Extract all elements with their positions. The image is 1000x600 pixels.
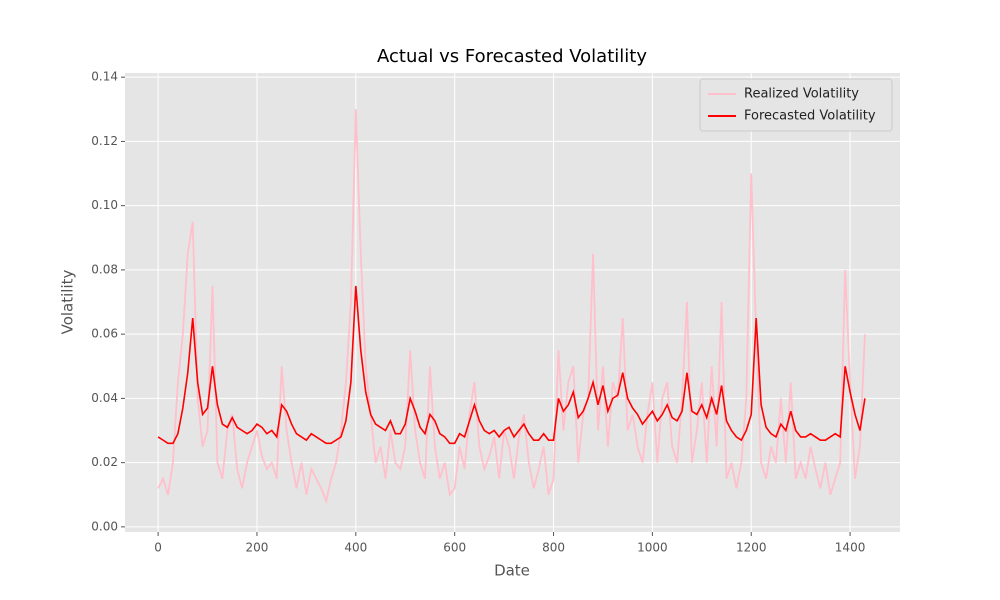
y-axis-label: Volatility — [59, 269, 77, 334]
x-tick-label: 1200 — [736, 541, 767, 555]
x-axis-label: Date — [494, 562, 530, 580]
y-tick-label: 0.06 — [91, 327, 118, 341]
chart-title: Actual vs Forecasted Volatility — [377, 46, 647, 67]
y-tick-label: 0.10 — [91, 198, 118, 212]
series-line — [157, 109, 866, 505]
plot-area — [125, 73, 900, 532]
y-tick-label: 0.14 — [91, 70, 118, 84]
legend-box — [699, 78, 893, 132]
legend-label: Forecasted Volatility — [744, 109, 876, 124]
x-tick-label: 0 — [154, 541, 162, 555]
x-tick-label: 200 — [246, 541, 269, 555]
x-tick-label: 600 — [443, 541, 466, 555]
y-tick-label: 0.12 — [91, 134, 118, 148]
y-tick-label: 0.04 — [91, 391, 118, 405]
x-tick-label: 1000 — [637, 541, 668, 555]
x-tick-label: 400 — [344, 541, 367, 555]
y-tick-label: 0.00 — [91, 519, 118, 533]
x-tick-label: 800 — [542, 541, 565, 555]
x-tick-label: 1400 — [835, 541, 866, 555]
series-line — [157, 285, 866, 445]
y-tick-label: 0.02 — [91, 455, 118, 469]
legend-label: Realized Volatility — [744, 87, 859, 102]
y-tick-label: 0.08 — [91, 262, 118, 276]
